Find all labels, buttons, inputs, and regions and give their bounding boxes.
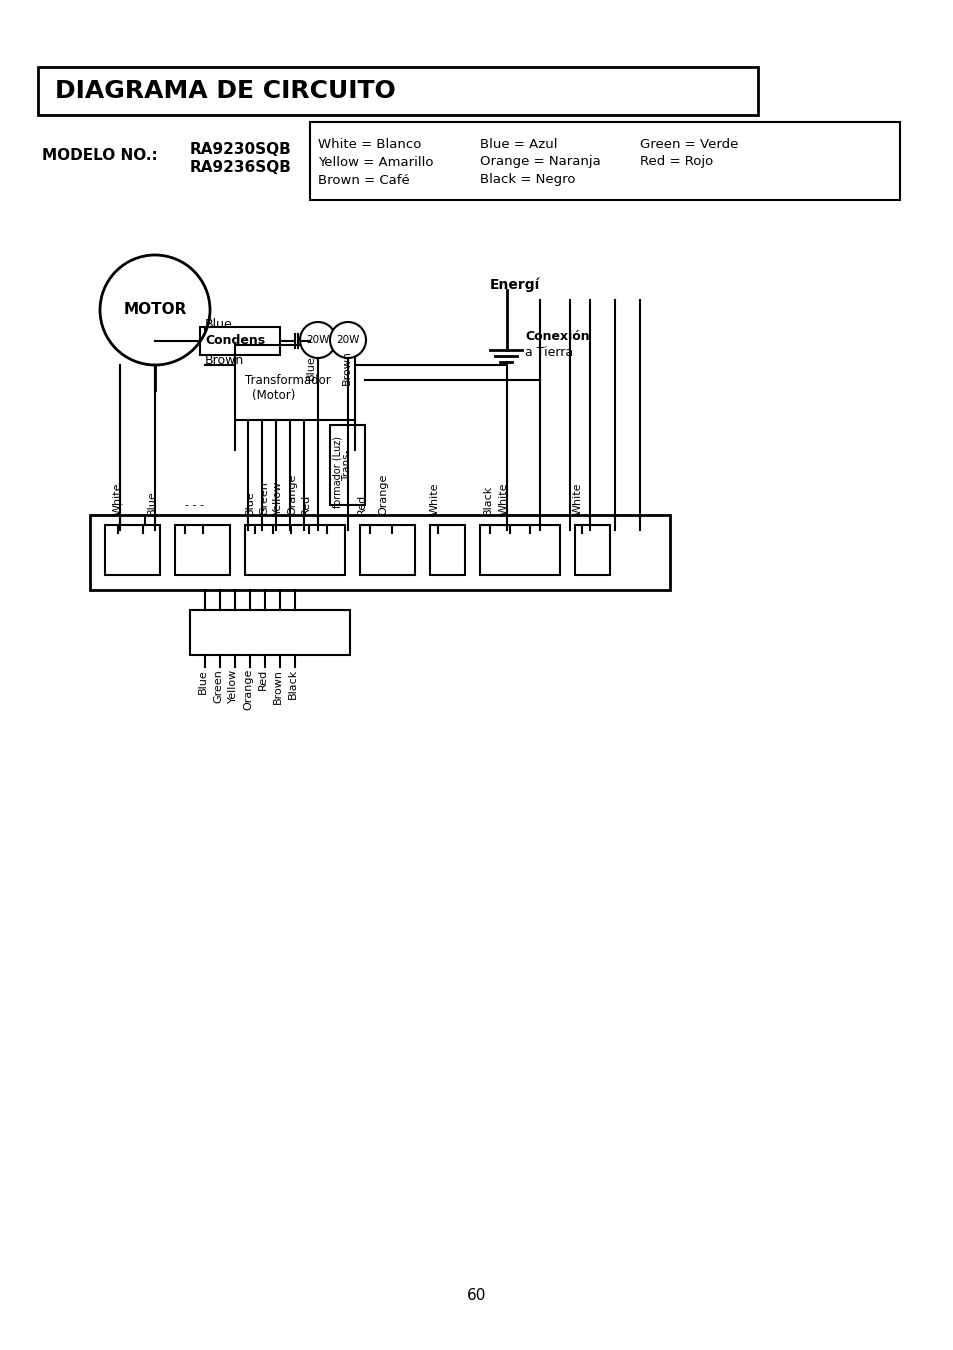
- Text: Transformador: Transformador: [245, 374, 331, 386]
- Text: Yellow: Yellow: [228, 670, 237, 703]
- Text: Black: Black: [482, 485, 493, 514]
- Text: Red: Red: [356, 494, 367, 514]
- Text: Red = Rojo: Red = Rojo: [639, 155, 713, 169]
- Text: Green = Verde: Green = Verde: [639, 139, 738, 151]
- Text: RA9230SQB: RA9230SQB: [190, 143, 292, 158]
- Text: Yellow: Yellow: [273, 481, 283, 514]
- Text: MOTOR: MOTOR: [123, 302, 187, 317]
- Text: Brown = Café: Brown = Café: [317, 174, 410, 186]
- Text: Blue: Blue: [147, 490, 157, 514]
- Bar: [575, 525, 609, 575]
- Text: White: White: [573, 482, 582, 514]
- Text: Brown: Brown: [341, 350, 352, 385]
- Bar: [479, 525, 559, 575]
- Text: RA9236SQB: RA9236SQB: [190, 159, 292, 174]
- Text: 20W: 20W: [336, 335, 359, 346]
- Bar: [359, 525, 415, 575]
- Bar: [90, 514, 669, 590]
- Circle shape: [330, 323, 366, 358]
- Text: Blue: Blue: [306, 355, 315, 379]
- Text: Trans-: Trans-: [341, 450, 352, 481]
- Text: Yellow = Amarillo: Yellow = Amarillo: [317, 155, 433, 169]
- Text: MODELO NO.:: MODELO NO.:: [42, 147, 157, 162]
- Bar: [330, 425, 365, 505]
- Text: a Tierra: a Tierra: [524, 346, 573, 359]
- Text: formador (Luz): formador (Luz): [333, 436, 343, 508]
- Text: White: White: [498, 482, 509, 514]
- Text: Conexión: Conexión: [524, 331, 589, 343]
- Bar: [430, 525, 464, 575]
- Text: Brown: Brown: [273, 670, 283, 703]
- Text: Blue: Blue: [205, 319, 233, 332]
- Text: Black: Black: [288, 670, 297, 699]
- Bar: [245, 525, 345, 575]
- Bar: [190, 610, 350, 655]
- Text: Blue: Blue: [245, 490, 254, 514]
- Bar: [174, 525, 230, 575]
- Circle shape: [299, 323, 335, 358]
- Text: (Motor): (Motor): [252, 389, 295, 401]
- Text: Brown: Brown: [205, 354, 244, 366]
- Text: Red: Red: [301, 494, 311, 514]
- Text: Green: Green: [258, 481, 269, 514]
- Text: White = Blanco: White = Blanco: [317, 139, 421, 151]
- Text: Red: Red: [257, 670, 268, 690]
- Text: · ·: · ·: [112, 500, 123, 510]
- Text: Energí: Energí: [490, 278, 539, 292]
- Text: Condens: Condens: [205, 333, 265, 347]
- Bar: [200, 327, 280, 355]
- Text: DIAGRAMA DE CIRCUITO: DIAGRAMA DE CIRCUITO: [55, 80, 395, 103]
- Text: - - -: - - -: [185, 500, 204, 510]
- Text: Orange: Orange: [287, 474, 296, 514]
- Text: Orange = Naranja: Orange = Naranja: [479, 155, 600, 169]
- Text: Orange: Orange: [377, 474, 388, 514]
- Text: White: White: [112, 482, 123, 514]
- Text: Orange: Orange: [243, 670, 253, 710]
- Text: 60: 60: [467, 1288, 486, 1303]
- Text: Blue = Azul: Blue = Azul: [479, 139, 557, 151]
- Bar: [105, 525, 160, 575]
- Bar: [38, 68, 758, 115]
- Text: 20W: 20W: [306, 335, 330, 346]
- Bar: [310, 122, 899, 200]
- Text: Black = Negro: Black = Negro: [479, 174, 575, 186]
- Bar: [234, 346, 355, 420]
- Text: Blue: Blue: [198, 670, 208, 694]
- Circle shape: [100, 255, 210, 364]
- Text: Green: Green: [213, 670, 223, 703]
- Text: White: White: [430, 482, 439, 514]
